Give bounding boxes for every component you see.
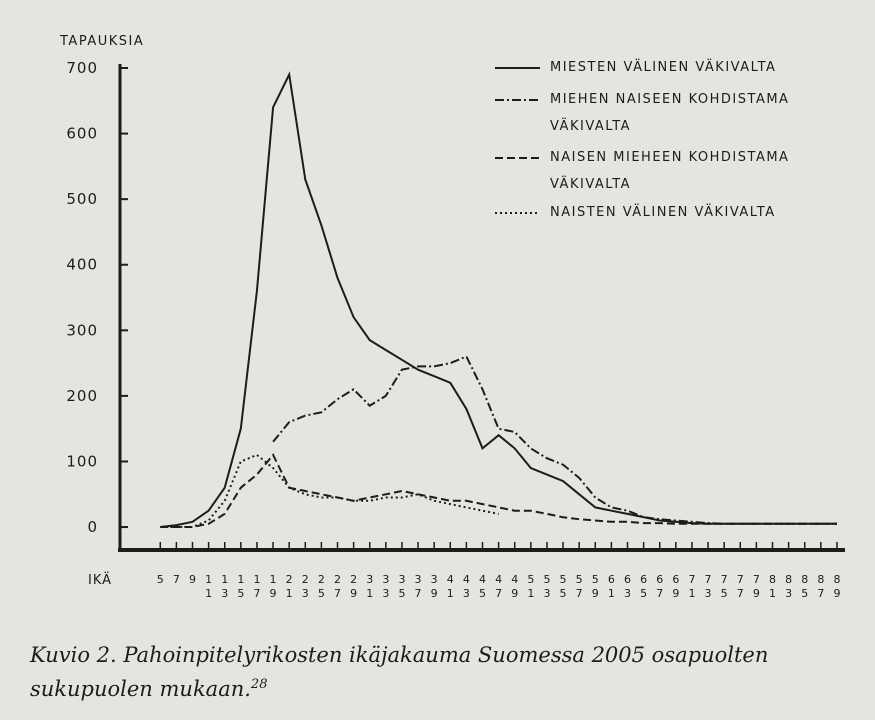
y-tick-label: 700 [66,59,98,77]
y-tick-label: 100 [66,452,98,470]
caption-text: Kuvio 2. Pahoinpitelyrikosten ikäjakauma… [30,643,769,701]
caption: Kuvio 2. Pahoinpitelyrikosten ikäjakauma… [30,640,850,704]
x-tick-label: 5 [157,573,164,586]
y-tick-label: 200 [66,387,98,405]
y-tick-label: 500 [66,190,98,208]
y-tick-label: 400 [66,256,98,274]
y-tick-label: 300 [66,321,98,339]
legend-label: MIEHEN NAISEEN KOHDISTAMA VÄKIVALTA [550,92,790,134]
legend-label: NAISTEN VÄLINEN VÄKIVALTA [550,205,776,220]
legend-label: NAISEN MIEHEEN KOHDISTAMA VÄKIVALTA [550,150,790,192]
y-tick-label: 600 [66,125,98,143]
series-line [160,453,499,528]
series-line [272,355,837,525]
y-tick-label: 0 [87,518,98,536]
legend-label: MIESTEN VÄLINEN VÄKIVALTA [550,60,777,75]
series-line [160,71,837,528]
series-line [160,453,837,528]
x-tick-label: 7 [173,573,180,586]
x-axis-label: IKÄ [88,572,112,588]
footnote-ref: 28 [250,677,268,692]
y-axis-label: TAPAUKSIA [59,34,144,49]
x-tick-label: 9 [189,573,196,586]
